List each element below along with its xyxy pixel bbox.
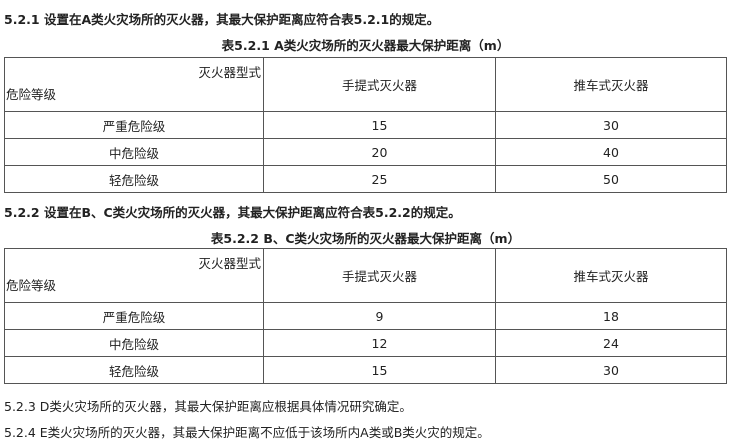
column-header: 手提式灭火器 xyxy=(263,57,496,112)
cell: 9 xyxy=(263,302,496,330)
cell: 15 xyxy=(263,111,496,139)
row-label: 中危险级 xyxy=(4,329,264,357)
section-heading-5-2-1: 5.2.1 设置在A类火灾场所的灭火器，其最大保护距离应符合表5.2.1的规定。 xyxy=(4,12,440,27)
column-header: 推车式灭火器 xyxy=(495,248,727,303)
table-row: 中危险级 20 40 xyxy=(4,138,727,166)
table-row: 严重危险级 9 18 xyxy=(4,302,727,330)
corner-top: 灭火器型式 xyxy=(198,256,261,271)
row-label: 中危险级 xyxy=(4,138,264,166)
cell: 15 xyxy=(263,356,496,384)
corner-header: 灭火器型式危险等级 xyxy=(4,248,264,303)
corner-bottom: 危险等级 xyxy=(6,278,57,293)
cell: 30 xyxy=(495,356,727,384)
cell: 20 xyxy=(263,138,496,166)
row-label: 轻危险级 xyxy=(4,165,264,193)
table-row: 轻危险级 25 50 xyxy=(4,165,727,193)
cell: 12 xyxy=(263,329,496,357)
cell: 50 xyxy=(495,165,727,193)
corner-bottom: 危险等级 xyxy=(6,87,57,102)
row-label: 轻危险级 xyxy=(4,356,264,384)
table-row: 中危险级 12 24 xyxy=(4,329,727,357)
cell: 30 xyxy=(495,111,727,139)
row-label: 严重危险级 xyxy=(4,302,264,330)
cell: 25 xyxy=(263,165,496,193)
note-5-2-3: 5.2.3 D类火灾场所的灭火器，其最大保护距离应根据具体情况研究确定。 xyxy=(4,399,412,414)
corner-top: 灭火器型式 xyxy=(198,65,261,80)
cell: 24 xyxy=(495,329,727,357)
cell: 18 xyxy=(495,302,727,330)
section-heading-5-2-2: 5.2.2 设置在B、C类火灾场所的灭火器，其最大保护距离应符合表5.2.2的规… xyxy=(4,205,461,220)
column-header: 推车式灭火器 xyxy=(495,57,727,112)
corner-header: 灭火器型式危险等级 xyxy=(4,57,264,112)
table-5-2-1: 灭火器型式危险等级 手提式灭火器 推车式灭火器 严重危险级 15 30 中危险级 20… xyxy=(4,57,727,193)
table-row: 轻危险级 15 30 xyxy=(4,356,727,384)
note-5-2-4: 5.2.4 E类火灾场所的灭火器，其最大保护距离不应低于该场所内A类或B类火灾的… xyxy=(4,425,490,440)
table-5-2-2: 灭火器型式危险等级 手提式灭火器 推车式灭火器 严重危险级 9 18 中危险级 12 2… xyxy=(4,248,727,384)
table-caption-5-2-2: 表5.2.2 B、C类火灾场所的灭火器最大保护距离（m） xyxy=(210,231,521,246)
table-caption-5-2-1: 表5.2.1 A类火灾场所的灭火器最大保护距离（m） xyxy=(221,38,510,53)
cell: 40 xyxy=(495,138,727,166)
table-row: 严重危险级 15 30 xyxy=(4,111,727,139)
column-header: 手提式灭火器 xyxy=(263,248,496,303)
row-label: 严重危险级 xyxy=(4,111,264,139)
